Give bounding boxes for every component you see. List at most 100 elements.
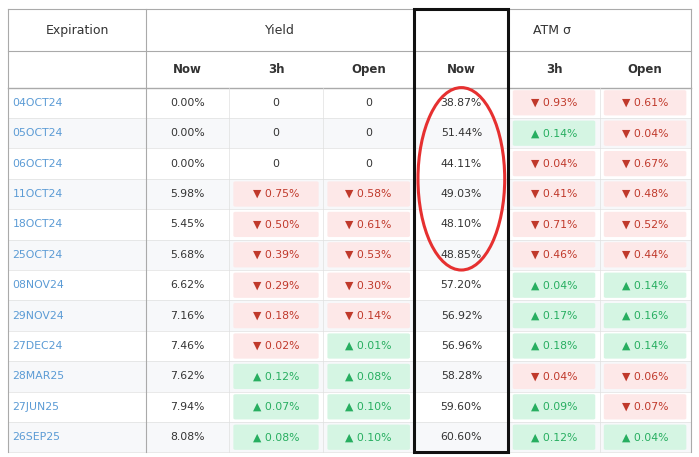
Text: 04OCT24: 04OCT24 bbox=[13, 98, 63, 108]
Text: ▼ 0.75%: ▼ 0.75% bbox=[253, 189, 299, 199]
Text: ▼ 0.50%: ▼ 0.50% bbox=[253, 219, 299, 229]
FancyBboxPatch shape bbox=[513, 121, 596, 146]
FancyBboxPatch shape bbox=[233, 181, 319, 207]
FancyBboxPatch shape bbox=[604, 394, 686, 420]
Text: ▼ 0.18%: ▼ 0.18% bbox=[253, 311, 299, 321]
Text: 11OCT24: 11OCT24 bbox=[13, 189, 63, 199]
Text: 59.60%: 59.60% bbox=[440, 402, 482, 412]
Text: ▼ 0.07%: ▼ 0.07% bbox=[622, 402, 668, 412]
Text: ▼ 0.39%: ▼ 0.39% bbox=[253, 250, 299, 260]
Text: Now: Now bbox=[173, 63, 202, 76]
FancyBboxPatch shape bbox=[233, 364, 319, 389]
Text: ▼ 0.61%: ▼ 0.61% bbox=[622, 98, 668, 108]
Text: 29NOV24: 29NOV24 bbox=[13, 311, 64, 321]
Bar bbox=[8, 88, 691, 118]
Text: 7.94%: 7.94% bbox=[170, 402, 205, 412]
FancyBboxPatch shape bbox=[327, 242, 410, 267]
Text: 6.62%: 6.62% bbox=[170, 280, 205, 290]
FancyBboxPatch shape bbox=[604, 425, 686, 450]
Text: 05OCT24: 05OCT24 bbox=[13, 128, 63, 138]
Bar bbox=[8, 392, 691, 422]
Text: ▲ 0.12%: ▲ 0.12% bbox=[253, 372, 299, 382]
Text: 0: 0 bbox=[273, 159, 280, 169]
Text: ▼ 0.44%: ▼ 0.44% bbox=[622, 250, 668, 260]
Text: ▲ 0.04%: ▲ 0.04% bbox=[531, 280, 577, 290]
Text: Open: Open bbox=[352, 63, 386, 76]
Text: ATM σ: ATM σ bbox=[533, 24, 571, 37]
FancyBboxPatch shape bbox=[513, 334, 596, 359]
Text: 26SEP25: 26SEP25 bbox=[13, 432, 61, 442]
Text: ▼ 0.61%: ▼ 0.61% bbox=[345, 219, 392, 229]
Bar bbox=[415, 9, 508, 452]
Text: 48.85%: 48.85% bbox=[440, 250, 482, 260]
FancyBboxPatch shape bbox=[604, 90, 686, 116]
Text: 28MAR25: 28MAR25 bbox=[13, 372, 65, 382]
FancyBboxPatch shape bbox=[233, 425, 319, 450]
FancyBboxPatch shape bbox=[513, 90, 596, 116]
Bar bbox=[8, 179, 691, 209]
FancyBboxPatch shape bbox=[604, 212, 686, 237]
Bar bbox=[8, 239, 691, 270]
FancyBboxPatch shape bbox=[604, 181, 686, 207]
Text: 7.62%: 7.62% bbox=[170, 372, 205, 382]
Bar bbox=[8, 422, 691, 452]
FancyBboxPatch shape bbox=[327, 272, 410, 298]
FancyBboxPatch shape bbox=[327, 334, 410, 359]
Text: 0.00%: 0.00% bbox=[170, 98, 205, 108]
Text: ▲ 0.09%: ▲ 0.09% bbox=[531, 402, 577, 412]
Text: 0: 0 bbox=[365, 128, 372, 138]
FancyBboxPatch shape bbox=[327, 364, 410, 389]
Text: 0: 0 bbox=[273, 98, 280, 108]
FancyBboxPatch shape bbox=[233, 242, 319, 267]
Text: ▲ 0.17%: ▲ 0.17% bbox=[531, 311, 577, 321]
Text: ▲ 0.08%: ▲ 0.08% bbox=[345, 372, 392, 382]
FancyBboxPatch shape bbox=[233, 303, 319, 328]
Text: ▼ 0.14%: ▼ 0.14% bbox=[345, 311, 392, 321]
Text: ▲ 0.12%: ▲ 0.12% bbox=[531, 432, 577, 442]
FancyBboxPatch shape bbox=[604, 242, 686, 267]
Text: 8.08%: 8.08% bbox=[170, 432, 205, 442]
Text: Now: Now bbox=[447, 63, 476, 76]
Text: 5.45%: 5.45% bbox=[170, 219, 205, 229]
Bar bbox=[8, 118, 691, 149]
Text: 0.00%: 0.00% bbox=[170, 159, 205, 169]
Text: 0.00%: 0.00% bbox=[170, 128, 205, 138]
FancyBboxPatch shape bbox=[604, 272, 686, 298]
Text: ▼ 0.30%: ▼ 0.30% bbox=[345, 280, 392, 290]
Text: ▼ 0.93%: ▼ 0.93% bbox=[531, 98, 577, 108]
Text: 60.60%: 60.60% bbox=[440, 432, 482, 442]
Text: ▲ 0.07%: ▲ 0.07% bbox=[253, 402, 299, 412]
Text: 57.20%: 57.20% bbox=[440, 280, 482, 290]
Text: 7.16%: 7.16% bbox=[170, 311, 205, 321]
FancyBboxPatch shape bbox=[604, 303, 686, 328]
Bar bbox=[8, 51, 691, 88]
Text: 27DEC24: 27DEC24 bbox=[13, 341, 63, 351]
FancyBboxPatch shape bbox=[513, 272, 596, 298]
Text: ▲ 0.18%: ▲ 0.18% bbox=[531, 341, 577, 351]
Text: 3h: 3h bbox=[546, 63, 562, 76]
Text: ▲ 0.14%: ▲ 0.14% bbox=[622, 341, 668, 351]
FancyBboxPatch shape bbox=[327, 394, 410, 420]
Text: ▼ 0.02%: ▼ 0.02% bbox=[253, 341, 299, 351]
FancyBboxPatch shape bbox=[513, 242, 596, 267]
Text: 0: 0 bbox=[365, 98, 372, 108]
Text: 06OCT24: 06OCT24 bbox=[13, 159, 63, 169]
Text: 56.92%: 56.92% bbox=[440, 311, 482, 321]
FancyBboxPatch shape bbox=[233, 212, 319, 237]
Text: 25OCT24: 25OCT24 bbox=[13, 250, 63, 260]
FancyBboxPatch shape bbox=[513, 212, 596, 237]
FancyBboxPatch shape bbox=[513, 303, 596, 328]
Text: ▼ 0.67%: ▼ 0.67% bbox=[622, 159, 668, 169]
Text: Yield: Yield bbox=[265, 24, 295, 37]
Text: Expiration: Expiration bbox=[45, 24, 109, 37]
Text: ▼ 0.53%: ▼ 0.53% bbox=[345, 250, 392, 260]
Text: ▼ 0.04%: ▼ 0.04% bbox=[622, 128, 668, 138]
FancyBboxPatch shape bbox=[513, 425, 596, 450]
Bar bbox=[8, 149, 691, 179]
Text: ▼ 0.71%: ▼ 0.71% bbox=[531, 219, 577, 229]
Text: ▼ 0.46%: ▼ 0.46% bbox=[531, 250, 577, 260]
Text: Open: Open bbox=[628, 63, 663, 76]
Text: ▲ 0.14%: ▲ 0.14% bbox=[531, 128, 577, 138]
Text: ▼ 0.41%: ▼ 0.41% bbox=[531, 189, 577, 199]
FancyBboxPatch shape bbox=[604, 364, 686, 389]
